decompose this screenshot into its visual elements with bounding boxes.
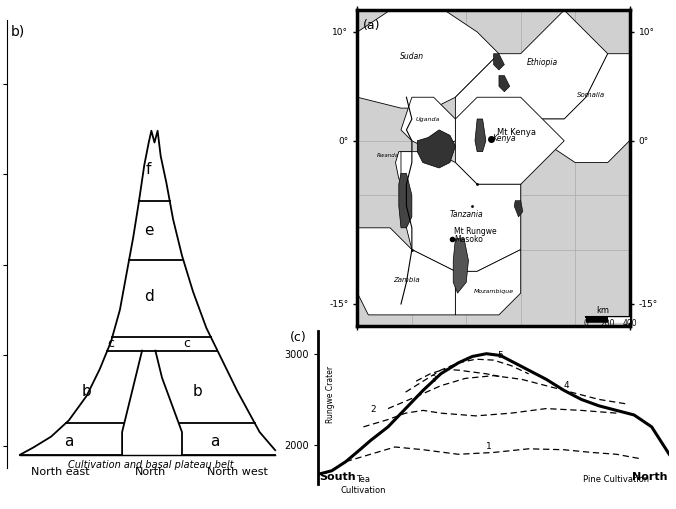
Text: 3: 3	[430, 375, 436, 384]
Polygon shape	[401, 152, 521, 271]
Text: km: km	[596, 306, 609, 315]
Text: Mozambique: Mozambique	[473, 289, 514, 294]
Text: Kenya: Kenya	[493, 134, 516, 143]
Text: North: North	[135, 467, 166, 477]
Text: Sudan: Sudan	[400, 52, 424, 61]
Text: Uganda: Uganda	[416, 117, 440, 122]
Text: Somalia: Somalia	[577, 92, 606, 98]
Text: Ethiopia: Ethiopia	[527, 58, 558, 67]
Text: North: North	[632, 472, 667, 482]
Text: b: b	[193, 384, 202, 399]
Text: 200: 200	[600, 319, 615, 328]
Text: 400: 400	[622, 319, 637, 328]
Text: (c): (c)	[289, 331, 306, 344]
Polygon shape	[456, 97, 564, 184]
Polygon shape	[395, 152, 412, 184]
Polygon shape	[514, 201, 523, 217]
Text: North west: North west	[207, 467, 268, 477]
Polygon shape	[358, 10, 499, 108]
Text: f: f	[146, 162, 151, 177]
Text: Mt Rungwe: Mt Rungwe	[454, 228, 497, 236]
Polygon shape	[521, 54, 629, 162]
Text: d: d	[144, 289, 153, 304]
Text: Rungwe Crater: Rungwe Crater	[326, 366, 335, 423]
Polygon shape	[358, 228, 456, 315]
Polygon shape	[417, 130, 456, 168]
Polygon shape	[475, 119, 486, 152]
Text: 4: 4	[564, 381, 569, 390]
Polygon shape	[499, 75, 510, 92]
Text: b): b)	[11, 25, 26, 39]
Polygon shape	[453, 239, 468, 293]
Polygon shape	[456, 10, 608, 130]
Text: Tanzania: Tanzania	[450, 210, 483, 219]
Text: 2: 2	[370, 405, 376, 414]
Text: c: c	[107, 337, 114, 350]
Text: North east: North east	[30, 467, 89, 477]
Polygon shape	[493, 54, 504, 70]
Text: a: a	[211, 434, 220, 448]
Text: e: e	[144, 223, 153, 238]
Text: a: a	[64, 434, 74, 448]
Text: (a): (a)	[363, 19, 381, 32]
Text: Zambia: Zambia	[393, 277, 420, 283]
Text: Pine Cultivation: Pine Cultivation	[583, 475, 650, 485]
Text: b: b	[82, 384, 91, 399]
Text: Cultivation and basal plateau belt: Cultivation and basal plateau belt	[68, 460, 234, 470]
Text: Mt Kenya: Mt Kenya	[497, 128, 536, 137]
Text: South: South	[320, 472, 356, 482]
Text: Tea
Cultivation: Tea Cultivation	[341, 475, 386, 495]
Text: c: c	[183, 337, 190, 350]
Text: Rwanda: Rwanda	[377, 153, 399, 158]
Text: 1: 1	[487, 442, 492, 451]
Polygon shape	[399, 174, 412, 228]
Text: Masoko: Masoko	[454, 235, 483, 244]
Text: 5: 5	[497, 351, 503, 360]
Polygon shape	[401, 97, 456, 152]
Polygon shape	[456, 249, 521, 315]
Text: 0: 0	[583, 319, 588, 328]
